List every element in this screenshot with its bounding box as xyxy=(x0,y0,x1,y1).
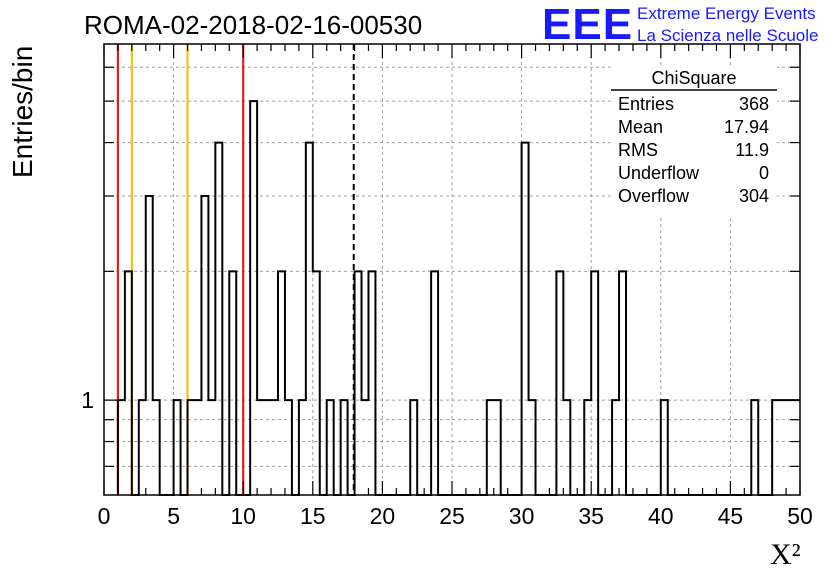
x-tick-label: 20 xyxy=(370,503,396,529)
stats-label: Underflow xyxy=(618,163,700,183)
chart-title: ROMA-02-2018-02-16-00530 xyxy=(84,10,422,40)
stats-title: ChiSquare xyxy=(651,68,736,88)
stats-label: Entries xyxy=(618,94,674,114)
x-tick-label: 45 xyxy=(718,503,744,529)
x-tick-label: 10 xyxy=(230,503,256,529)
stats-value: 17.94 xyxy=(724,117,769,137)
x-tick-label: 35 xyxy=(578,503,604,529)
eee-logo-mark: EEE xyxy=(542,0,633,49)
y-ticks: 1 xyxy=(81,66,800,467)
x-tick-label: 5 xyxy=(167,503,180,529)
stats-label: RMS xyxy=(618,140,658,160)
stats-value: 304 xyxy=(739,186,769,206)
eee-logo-line2: La Scienza nelle Scuole xyxy=(637,26,818,45)
eee-logo-line1: Extreme Energy Events xyxy=(637,4,816,23)
y-tick-label: 1 xyxy=(81,387,94,413)
stats-value: 11.9 xyxy=(735,140,769,160)
x-axis-label: X² xyxy=(770,538,801,571)
x-tick-label: 50 xyxy=(787,503,813,529)
y-axis-label: Entries/bin xyxy=(7,46,38,178)
stats-label: Mean xyxy=(618,117,663,137)
x-tick-label: 40 xyxy=(648,503,674,529)
stats-value: 0 xyxy=(759,163,769,183)
eee-logo: EEE Extreme Energy Events La Scienza nel… xyxy=(542,0,818,49)
stats-box: ChiSquare Entries 368 Mean 17.94 RMS 11.… xyxy=(611,66,777,216)
stats-value: 368 xyxy=(739,94,769,114)
x-tick-label: 25 xyxy=(439,503,465,529)
stats-label: Overflow xyxy=(618,186,690,206)
x-ticks: 0 5 10 15 20 25 30 35 40 45 50 xyxy=(98,44,813,529)
x-tick-label: 15 xyxy=(300,503,326,529)
x-tick-label: 0 xyxy=(98,503,111,529)
x-tick-label: 30 xyxy=(509,503,535,529)
